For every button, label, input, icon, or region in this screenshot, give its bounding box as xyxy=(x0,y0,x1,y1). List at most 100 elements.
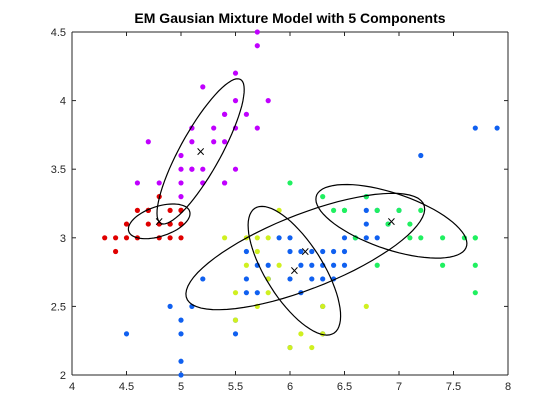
data-point-cluster-3 xyxy=(178,331,184,337)
data-point-cluster-4 xyxy=(254,235,260,241)
component-mean-2: × xyxy=(196,144,206,158)
data-point-cluster-2 xyxy=(178,194,184,200)
x-tick-label: 4.5 xyxy=(119,381,134,393)
component-ellipses xyxy=(127,78,468,336)
data-point-cluster-4 xyxy=(363,303,369,309)
y-tick-label: 2.5 xyxy=(51,301,66,313)
data-point-cluster-3 xyxy=(309,276,315,282)
data-point-cluster-2 xyxy=(211,139,217,145)
component-mean-5: × xyxy=(386,214,396,228)
y-tick-label: 2 xyxy=(60,370,66,382)
data-point-cluster-4 xyxy=(232,290,239,296)
data-point-cluster-3 xyxy=(276,235,282,241)
data-point-cluster-3 xyxy=(178,372,184,378)
data-point-cluster-3 xyxy=(254,290,260,296)
data-point-cluster-4 xyxy=(232,317,239,323)
data-point-cluster-3 xyxy=(243,290,249,296)
data-point-cluster-3 xyxy=(309,248,315,255)
data-point-cluster-4 xyxy=(309,344,315,351)
data-point-cluster-5 xyxy=(472,290,478,296)
data-point-cluster-5 xyxy=(418,235,424,241)
data-point-cluster-5 xyxy=(472,262,478,268)
component-ellipse-3 xyxy=(247,205,342,336)
data-point-cluster-2 xyxy=(222,111,228,117)
component-ellipse-1 xyxy=(127,203,191,240)
component-mean-3: × xyxy=(289,264,299,278)
data-point-cluster-3 xyxy=(418,152,424,159)
data-point-cluster-5 xyxy=(396,207,402,213)
x-tick-label: 4 xyxy=(69,381,75,393)
data-point-cluster-3 xyxy=(331,248,337,255)
data-point-cluster-2 xyxy=(265,98,271,104)
data-point-cluster-1 xyxy=(167,207,173,213)
y-tick-label: 4 xyxy=(60,96,66,108)
ticks: 4 4.5 5 5.5 6 6.5 7 7.5 8 2 2.5 3 3.5 4 4.5 xyxy=(51,27,511,393)
data-point-cluster-3 xyxy=(309,262,315,268)
data-point-cluster-3 xyxy=(320,276,326,282)
data-point-cluster-5 xyxy=(374,262,380,268)
y-tick-label: 3.5 xyxy=(51,164,66,176)
data-point-cluster-5 xyxy=(331,207,337,213)
data-point-cluster-3 xyxy=(232,331,239,337)
data-point-cluster-2 xyxy=(178,152,184,159)
component-ellipse-5 xyxy=(315,183,468,259)
data-point-cluster-4 xyxy=(265,290,271,296)
y-tick-label: 3 xyxy=(60,233,66,245)
data-point-cluster-4 xyxy=(320,303,326,309)
data-point-cluster-5 xyxy=(341,207,348,213)
data-point-cluster-2 xyxy=(254,43,260,49)
data-point-cluster-1 xyxy=(134,207,140,213)
component-ellipse-4 xyxy=(185,192,426,311)
data-point-cluster-2 xyxy=(232,98,239,104)
x-tick-label: 6.5 xyxy=(337,381,352,393)
data-point-cluster-5 xyxy=(407,221,413,227)
data-point-cluster-2 xyxy=(189,166,195,172)
data-point-cluster-3 xyxy=(374,235,380,241)
data-point-cluster-3 xyxy=(265,262,271,268)
data-point-cluster-5 xyxy=(374,207,380,213)
data-point-cluster-3 xyxy=(341,235,348,241)
chart-title: EM Gausian Mixture Model with 5 Componen… xyxy=(134,10,445,26)
data-point-cluster-2 xyxy=(254,125,260,131)
data-point-cluster-2 xyxy=(254,29,260,35)
data-point-cluster-3 xyxy=(298,248,304,255)
data-point-cluster-3 xyxy=(178,317,184,323)
data-point-cluster-2 xyxy=(200,84,206,90)
data-point-cluster-2 xyxy=(211,125,217,131)
y-tick-label: 4.5 xyxy=(51,27,66,39)
data-point-cluster-3 xyxy=(331,262,337,268)
data-point-cluster-1 xyxy=(113,248,119,255)
data-point-cluster-4 xyxy=(298,331,304,337)
data-point-cluster-4 xyxy=(243,262,249,268)
data-point-cluster-2 xyxy=(189,139,195,145)
data-point-cluster-2 xyxy=(178,166,184,172)
data-point-cluster-2 xyxy=(232,166,239,172)
component-ellipse-2 xyxy=(156,78,245,225)
data-point-cluster-3 xyxy=(200,276,206,282)
data-point-cluster-3 xyxy=(341,248,348,255)
data-point-cluster-3 xyxy=(243,276,249,282)
data-point-cluster-5 xyxy=(287,180,293,186)
data-point-cluster-2 xyxy=(156,180,162,186)
data-point-cluster-4 xyxy=(287,344,293,351)
data-point-cluster-3 xyxy=(472,125,478,131)
data-point-cluster-4 xyxy=(254,248,260,255)
data-point-cluster-1 xyxy=(113,235,119,241)
data-point-cluster-1 xyxy=(123,235,130,241)
data-point-cluster-2 xyxy=(178,180,184,186)
data-point-cluster-2 xyxy=(200,166,206,172)
data-points xyxy=(102,29,500,378)
component-means: ××××× xyxy=(154,144,396,277)
data-point-cluster-1 xyxy=(167,235,173,241)
data-point-cluster-2 xyxy=(222,139,228,145)
data-point-cluster-3 xyxy=(320,248,326,255)
data-point-cluster-5 xyxy=(440,262,446,268)
data-point-cluster-5 xyxy=(418,207,424,213)
axes xyxy=(71,31,509,376)
x-tick-label: 7.5 xyxy=(446,381,461,393)
data-point-cluster-1 xyxy=(145,221,151,227)
data-point-cluster-5 xyxy=(407,235,413,241)
component-mean-1: × xyxy=(154,214,164,228)
data-point-cluster-1 xyxy=(123,221,130,227)
data-point-cluster-1 xyxy=(102,235,108,241)
